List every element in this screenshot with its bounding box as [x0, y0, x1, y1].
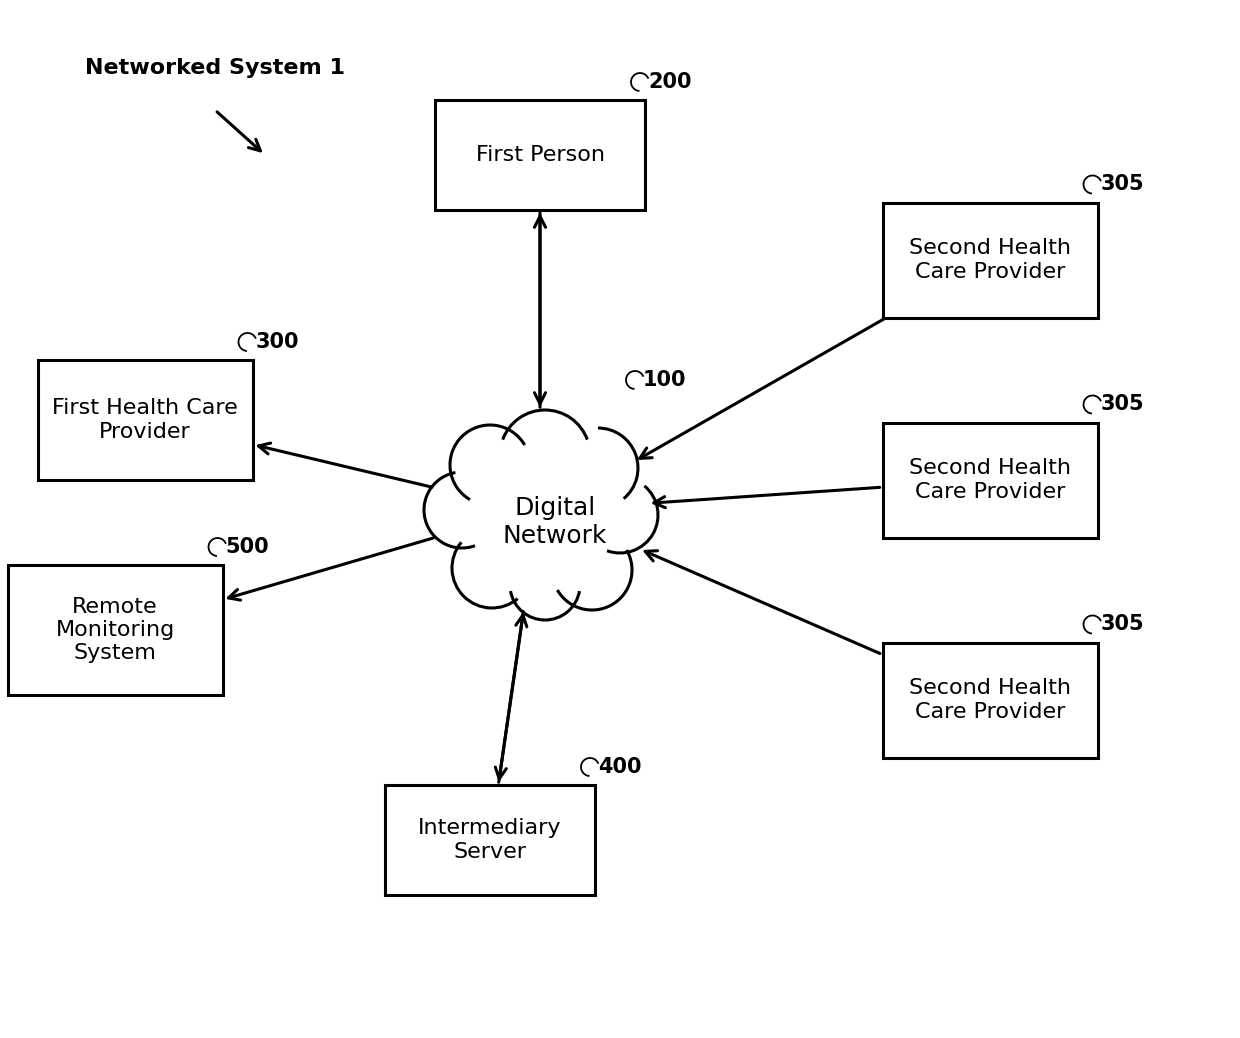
FancyBboxPatch shape [384, 785, 595, 895]
Wedge shape [557, 550, 632, 610]
Text: 400: 400 [598, 757, 641, 777]
Wedge shape [608, 486, 658, 553]
Text: 305: 305 [1101, 394, 1145, 414]
Text: Second Health
Care Provider: Second Health Care Provider [909, 239, 1071, 281]
Text: Second Health
Care Provider: Second Health Care Provider [909, 459, 1071, 501]
Wedge shape [424, 472, 475, 548]
Text: 305: 305 [1101, 174, 1145, 194]
Text: 300: 300 [255, 332, 299, 352]
FancyBboxPatch shape [435, 100, 645, 210]
Text: 200: 200 [649, 72, 692, 92]
Wedge shape [453, 542, 518, 608]
FancyBboxPatch shape [37, 360, 253, 480]
Text: 100: 100 [644, 370, 687, 390]
FancyBboxPatch shape [7, 565, 222, 695]
Text: Intermediary
Server: Intermediary Server [418, 818, 562, 862]
Text: First Health Care
Provider: First Health Care Provider [52, 399, 238, 441]
Text: Second Health
Care Provider: Second Health Care Provider [909, 679, 1071, 721]
FancyBboxPatch shape [883, 643, 1097, 758]
Wedge shape [511, 585, 579, 620]
Wedge shape [502, 410, 588, 455]
Text: Remote
Monitoring
System: Remote Monitoring System [56, 597, 175, 663]
Wedge shape [598, 428, 639, 498]
FancyBboxPatch shape [883, 422, 1097, 538]
Text: Networked System 1: Networked System 1 [86, 58, 345, 78]
Text: Digital
Network: Digital Network [502, 496, 608, 548]
Text: 500: 500 [226, 537, 269, 557]
Ellipse shape [463, 455, 618, 575]
FancyBboxPatch shape [883, 202, 1097, 318]
Text: First Person: First Person [475, 145, 605, 165]
Wedge shape [450, 425, 525, 499]
Text: 305: 305 [1101, 614, 1145, 634]
